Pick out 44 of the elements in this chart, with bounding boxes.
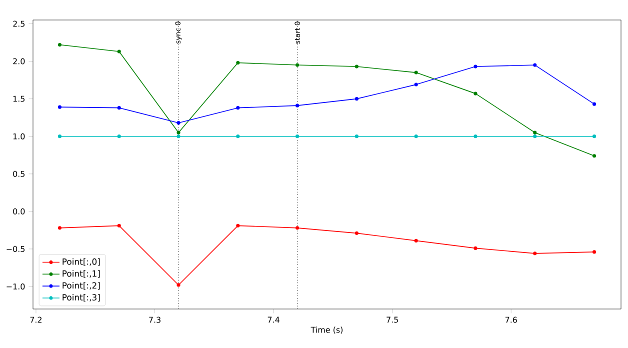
legend-label: Point[:,2] xyxy=(62,282,100,290)
point xyxy=(474,246,478,250)
point xyxy=(414,82,418,86)
legend-label: Point[:,3] xyxy=(62,294,100,302)
point xyxy=(354,97,358,101)
legend-label: Point[:,0] xyxy=(62,258,100,266)
point xyxy=(592,134,596,138)
point xyxy=(58,134,62,138)
point xyxy=(117,134,121,138)
point xyxy=(296,63,300,67)
point xyxy=(296,226,300,230)
point xyxy=(236,134,240,138)
point xyxy=(474,134,478,138)
point xyxy=(354,231,358,235)
point xyxy=(117,50,121,54)
point xyxy=(176,283,180,287)
point xyxy=(474,92,478,96)
point xyxy=(58,226,62,230)
point xyxy=(533,252,537,256)
point xyxy=(592,250,596,254)
point xyxy=(58,105,62,109)
point xyxy=(533,134,537,138)
point xyxy=(296,134,300,138)
legend-label: Point[:,1] xyxy=(62,270,100,278)
point xyxy=(592,154,596,158)
point xyxy=(533,63,537,67)
point xyxy=(474,64,478,68)
point xyxy=(176,134,180,138)
point xyxy=(354,64,358,68)
point xyxy=(236,60,240,65)
point xyxy=(354,134,358,138)
point xyxy=(533,130,537,134)
point xyxy=(117,224,121,228)
point xyxy=(414,70,418,74)
point xyxy=(236,224,240,228)
point xyxy=(176,130,180,134)
point xyxy=(176,121,180,125)
point xyxy=(236,106,240,110)
point xyxy=(414,238,418,242)
point xyxy=(414,134,418,138)
point xyxy=(58,42,62,47)
point xyxy=(117,106,121,110)
point xyxy=(296,104,300,108)
point xyxy=(592,102,596,106)
